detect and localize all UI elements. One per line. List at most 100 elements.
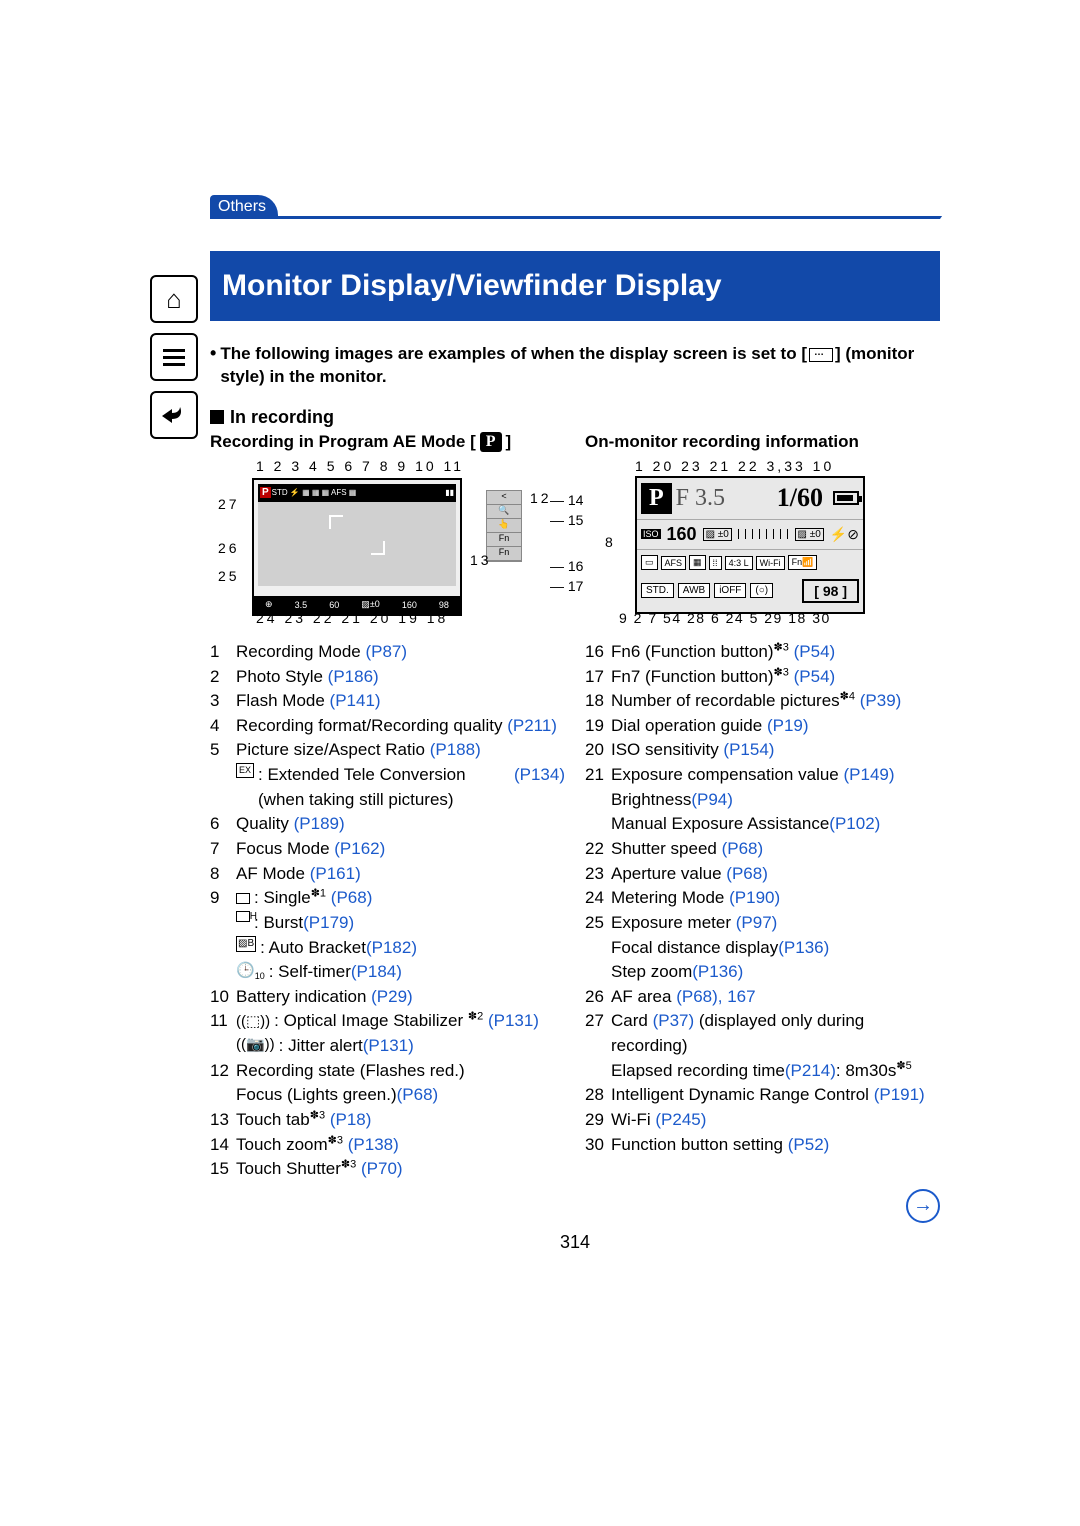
page-ref-link[interactable]: (P29) bbox=[371, 987, 413, 1006]
page-ref-link[interactable]: (P131) bbox=[363, 1034, 414, 1059]
page-ref-link[interactable]: (P54) bbox=[794, 642, 836, 661]
page-ref-link[interactable]: (P186) bbox=[328, 667, 379, 686]
page-number: 314 bbox=[210, 1232, 940, 1253]
list-item: 21Exposure compensation value (P149)Brig… bbox=[585, 763, 940, 837]
list-item: 27Card (P37) (displayed only during reco… bbox=[585, 1009, 940, 1083]
list-item-text: Fn6 (Function button)✽3 (P54) bbox=[611, 640, 940, 665]
list-item-number: 5 bbox=[210, 738, 236, 763]
list-item-number: 20 bbox=[585, 738, 611, 763]
list-item-text: Number of recordable pictures✽4 (P39) bbox=[611, 689, 940, 714]
page-ref-link[interactable]: (P39) bbox=[860, 691, 902, 710]
sidebar: ⌂ bbox=[150, 275, 210, 449]
page-ref-link[interactable]: , 167 bbox=[718, 987, 756, 1006]
page-ref-link[interactable]: (P190) bbox=[729, 888, 780, 907]
list-item-text: Metering Mode (P190) bbox=[611, 886, 940, 911]
page-ref-link[interactable]: (P134) bbox=[514, 763, 565, 788]
page-ref-link[interactable]: (P161) bbox=[310, 864, 361, 883]
list-item-number: 7 bbox=[210, 837, 236, 862]
callout-17: — 17 bbox=[550, 578, 583, 594]
page-ref-link[interactable]: (P154) bbox=[723, 740, 774, 759]
page-ref-link[interactable]: (P131) bbox=[488, 1011, 539, 1030]
list-item: 25Exposure meter (P97)Focal distance dis… bbox=[585, 911, 940, 985]
page-ref-link[interactable]: (P188) bbox=[430, 740, 481, 759]
home-icon[interactable]: ⌂ bbox=[150, 275, 198, 323]
page-ref-link[interactable]: (P182) bbox=[366, 936, 417, 961]
list-item: 26AF area (P68), 167 bbox=[585, 985, 940, 1010]
meter-chip: (○) bbox=[750, 583, 773, 598]
page-ref-link[interactable]: (P68) bbox=[397, 1083, 439, 1108]
page-ref-link[interactable]: (P189) bbox=[294, 814, 345, 833]
callouts-top-r: 1 20 23 21 22 3,33 10 bbox=[635, 458, 834, 474]
page-ref-link[interactable]: (P102) bbox=[829, 812, 880, 837]
menu-icon[interactable] bbox=[150, 333, 198, 381]
page-title: Monitor Display/Viewfinder Display bbox=[210, 251, 940, 321]
list-item-text: Photo Style (P186) bbox=[236, 665, 565, 690]
page-ref-link[interactable]: (P87) bbox=[365, 642, 407, 661]
p-mode-icon: P bbox=[641, 483, 672, 514]
wifi-chip: Wi-Fi bbox=[756, 556, 785, 570]
list-item-number: 21 bbox=[585, 763, 611, 788]
page-ref-link[interactable]: (P37) bbox=[653, 1011, 695, 1030]
remaining-count: [ 98 ] bbox=[802, 579, 859, 603]
list-item-text: Shutter speed (P68) bbox=[611, 837, 940, 862]
page-ref-link[interactable]: (P54) bbox=[794, 667, 836, 686]
list-item: 5Picture size/Aspect Ratio (P188)EX: Ext… bbox=[210, 738, 565, 812]
page-ref-link[interactable]: (P19) bbox=[767, 716, 809, 735]
page-ref-link[interactable]: (P97) bbox=[736, 913, 778, 932]
page-ref-link[interactable]: (P136) bbox=[692, 960, 743, 985]
page-ref-link[interactable]: (P191) bbox=[874, 1085, 925, 1104]
list-item-number: 25 bbox=[585, 911, 611, 936]
page-ref-link[interactable]: (P52) bbox=[788, 1135, 830, 1154]
list-item-text: Aperture value (P68) bbox=[611, 862, 940, 887]
drive-chip: ▭ bbox=[641, 555, 658, 570]
page-ref-link[interactable]: (P162) bbox=[334, 839, 385, 858]
page-ref-link[interactable]: (P68) bbox=[676, 987, 718, 1006]
list-item: 30Function button setting (P52) bbox=[585, 1133, 940, 1158]
list-item-number: 30 bbox=[585, 1133, 611, 1158]
list-item-number: 26 bbox=[585, 985, 611, 1010]
list-item-text: ((⬚)): Optical Image Stabilizer ✽2 (P131… bbox=[236, 1009, 565, 1058]
next-page-icon[interactable]: → bbox=[906, 1189, 940, 1223]
page-ref-link[interactable]: (P70) bbox=[361, 1159, 403, 1178]
list-item: 20ISO sensitivity (P154) bbox=[585, 738, 940, 763]
page-ref-link[interactable]: (P214) bbox=[785, 1059, 836, 1084]
page-ref-link[interactable]: (P94) bbox=[691, 788, 733, 813]
page-ref-link[interactable]: (P245) bbox=[655, 1110, 706, 1129]
back-icon[interactable] bbox=[150, 391, 198, 439]
subheading: In recording bbox=[230, 407, 334, 428]
list-item-number: 23 bbox=[585, 862, 611, 887]
list-item-text: Exposure meter (P97)Focal distance displ… bbox=[611, 911, 940, 985]
page-ref-link[interactable]: (P68) bbox=[331, 888, 373, 907]
page-ref-link[interactable]: (P184) bbox=[351, 960, 402, 985]
page-ref-link[interactable]: (P211) bbox=[507, 716, 557, 735]
list-item-number: 6 bbox=[210, 812, 236, 837]
page-ref-link[interactable]: (P141) bbox=[330, 691, 381, 710]
shutter-value: 1/60 bbox=[777, 483, 823, 513]
page-ref-link[interactable]: (P179) bbox=[303, 911, 354, 936]
list-item-text: Intelligent Dynamic Range Control (P191) bbox=[611, 1083, 940, 1108]
list-item-number: 28 bbox=[585, 1083, 611, 1108]
tab-header: Others bbox=[210, 195, 940, 219]
monitor-style-icon bbox=[809, 348, 833, 362]
page-ref-link[interactable]: (P68) bbox=[722, 839, 764, 858]
page-ref-link[interactable]: (P18) bbox=[330, 1110, 372, 1129]
list-item-text: Recording state (Flashes red.)Focus (Lig… bbox=[236, 1059, 565, 1108]
std-chip: STD. bbox=[641, 583, 674, 598]
list-item-text: Touch tab✽3 (P18) bbox=[236, 1108, 565, 1133]
left-column: Recording in Program AE Mode [ P ] 1 2 3… bbox=[210, 432, 565, 1182]
page-ref-link[interactable]: (P68) bbox=[726, 864, 768, 883]
list-item-number: 29 bbox=[585, 1108, 611, 1133]
page-ref-link[interactable]: (P149) bbox=[843, 765, 894, 784]
list-item-text: Card (P37) (displayed only during record… bbox=[611, 1009, 940, 1083]
list-item: 1Recording Mode (P87) bbox=[210, 640, 565, 665]
aperture-value: F 3.5 bbox=[676, 485, 725, 512]
right-diagram: 1 20 23 21 22 3,33 10 P F 3.5 1/60 ISO 1… bbox=[585, 456, 940, 626]
square-bullet-icon bbox=[210, 410, 224, 424]
callout-14: — 14 bbox=[550, 492, 583, 508]
list-item-number: 18 bbox=[585, 689, 611, 714]
list-item-text: AF area (P68), 167 bbox=[611, 985, 940, 1010]
afs-chip: AFS bbox=[661, 556, 687, 570]
page-ref-link[interactable]: (P136) bbox=[778, 936, 829, 961]
page-ref-link[interactable]: (P138) bbox=[348, 1135, 399, 1154]
left-column-title: Recording in Program AE Mode [ P ] bbox=[210, 432, 565, 452]
